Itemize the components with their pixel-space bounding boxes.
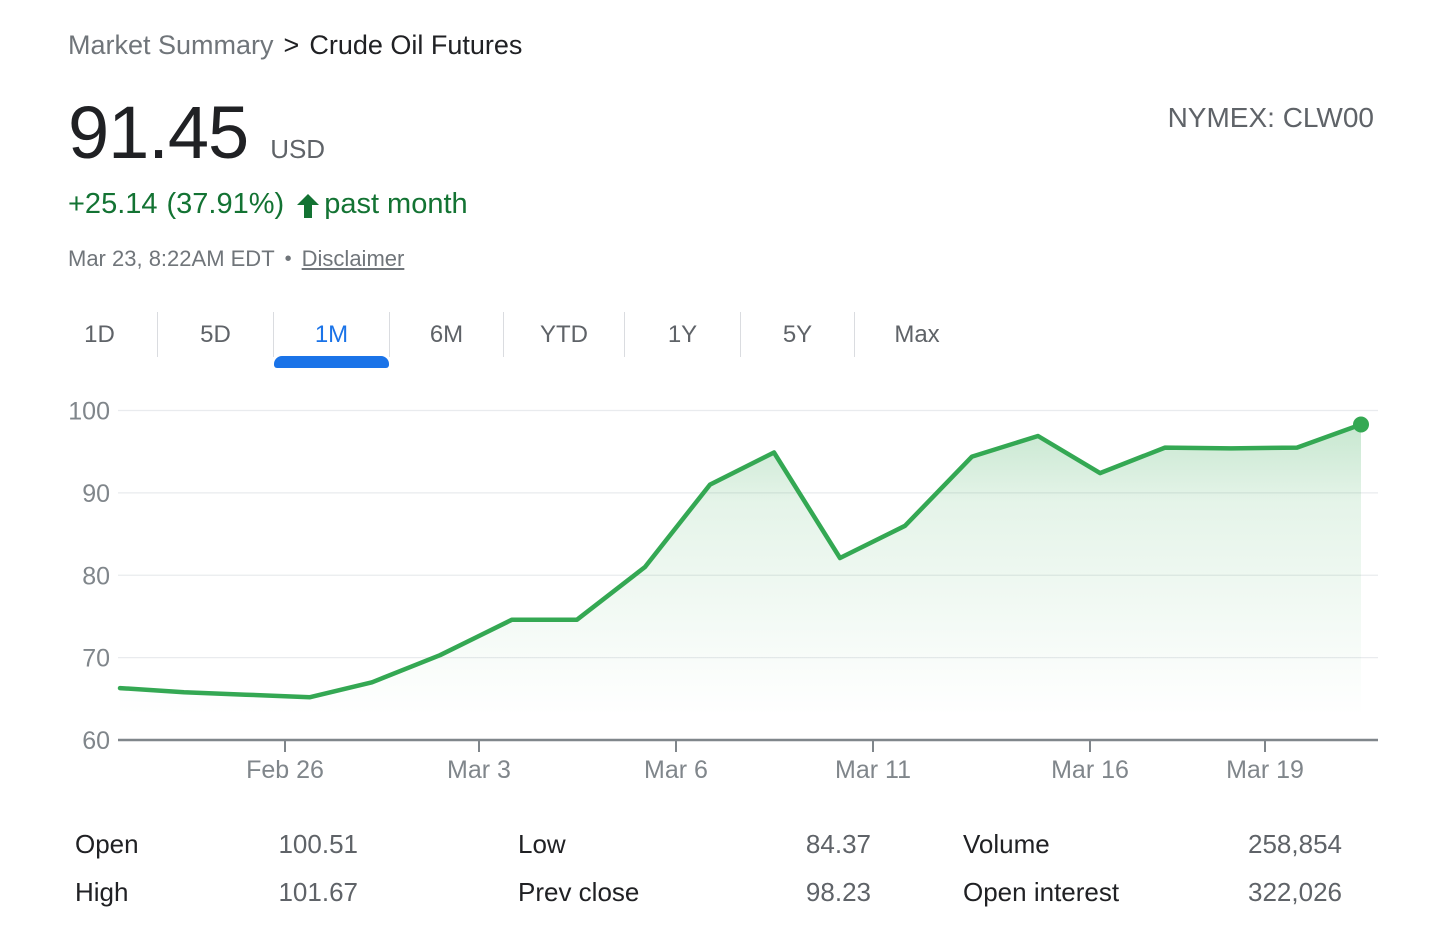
stat-label: Open: [75, 828, 139, 859]
stat-row-open: Open 100.51: [75, 820, 358, 868]
stat-row-high: High 101.67: [75, 868, 358, 916]
stat-value: 258,854: [1248, 828, 1342, 859]
change-percent: (37.91%): [166, 188, 285, 220]
y-tick-label: 60: [82, 727, 110, 755]
tab-1y[interactable]: 1Y: [625, 310, 740, 368]
exchange-ticker: NYMEX: CLW00: [1167, 102, 1374, 133]
change-amount: +25.14: [68, 188, 158, 220]
tab-max[interactable]: Max: [855, 310, 979, 368]
tab-divider: [854, 312, 855, 357]
x-tick-label: Feb 26: [246, 756, 324, 784]
stat-value: 84.37: [805, 828, 871, 859]
tab-1d[interactable]: 1D: [42, 310, 157, 368]
breadcrumb-separator: >: [283, 30, 300, 60]
tab-label: 1M: [314, 321, 349, 348]
tab-divider: [624, 312, 625, 357]
tab-divider: [157, 312, 158, 357]
tab-5y[interactable]: 5Y: [741, 310, 854, 368]
disclaimer-link[interactable]: Disclaimer: [301, 246, 405, 271]
x-tick-label: Mar 19: [1226, 756, 1304, 784]
stats-column: Low 84.37 Prev close 98.23: [518, 820, 871, 916]
x-tick-label: Mar 11: [835, 756, 911, 784]
stat-row-low: Low 84.37: [518, 820, 871, 868]
breadcrumb-market-summary[interactable]: Market Summary: [68, 30, 274, 60]
x-tick-label: Mar 3: [447, 756, 511, 784]
stat-label: Open interest: [963, 876, 1120, 907]
tab-label: Max: [894, 321, 940, 348]
tab-divider: [740, 312, 741, 357]
tab-label: 5Y: [782, 321, 813, 348]
quote-timestamp: Mar 23, 8:22AM EDT: [68, 246, 275, 271]
tab-divider: [389, 312, 390, 357]
stat-row-prev-close: Prev close 98.23: [518, 868, 871, 916]
tab-divider: [273, 312, 274, 357]
y-tick-label: 70: [82, 645, 110, 673]
change-period: past month: [324, 188, 468, 220]
tab-5d[interactable]: 5D: [158, 310, 273, 368]
tab-ytd[interactable]: YTD: [504, 310, 624, 368]
range-tabs: 1D 5D 1M 6M YTD 1Y 5Y Max: [42, 310, 979, 368]
stats-table: Open 100.51 High 101.67 Low 84.37 Prev close 98…: [0, 820, 1450, 930]
stat-label: Low: [518, 828, 566, 859]
tab-1m[interactable]: 1M: [274, 310, 389, 368]
tab-6m[interactable]: 6M: [390, 310, 503, 368]
stat-label: Prev close: [518, 876, 640, 907]
tab-label: YTD: [540, 321, 588, 348]
tab-label: 1D: [84, 321, 115, 348]
y-tick-label: 90: [82, 480, 110, 508]
stat-row-open-interest: Open interest 322,026: [963, 868, 1342, 916]
quote-meta: Mar 23, 8:22AM EDT • Disclaimer: [68, 246, 404, 272]
price-line: [117, 422, 1364, 700]
latest-price-dot: [1353, 416, 1369, 433]
x-tick-label: Mar 16: [1051, 756, 1129, 784]
breadcrumb: Market Summary > Crude Oil Futures: [68, 30, 522, 61]
tab-divider: [503, 312, 504, 357]
stats-column: Volume 258,854 Open interest 322,026: [963, 820, 1342, 916]
stat-value: 98.23: [805, 876, 871, 907]
stat-label: High: [75, 876, 129, 907]
price-chart[interactable]: 100 90 80 70 60 Feb 26 Mar 3 Mar 6 Mar 11 Mar 16 M…: [0, 390, 1450, 790]
stat-row-volume: Volume 258,854: [963, 820, 1342, 868]
stat-value: 322,026: [1248, 876, 1342, 907]
stat-value: 100.51: [278, 828, 358, 859]
price-block: 91.45 USD: [68, 96, 325, 170]
stat-value: 101.67: [278, 876, 358, 907]
bullet-separator: •: [284, 247, 292, 270]
price-area-fill: [120, 424, 1361, 740]
y-tick-label: 100: [68, 398, 110, 426]
tab-label: 1Y: [667, 321, 698, 348]
tab-label: 6M: [429, 321, 464, 348]
stat-label: Volume: [963, 828, 1050, 859]
tab-label: 5D: [200, 321, 231, 348]
stats-column: Open 100.51 High 101.67: [75, 820, 358, 916]
breadcrumb-title: Crude Oil Futures: [309, 30, 523, 60]
currency-label: USD: [270, 134, 326, 164]
current-price: 91.45: [68, 91, 249, 174]
x-tick-label: Mar 6: [644, 756, 708, 784]
y-tick-label: 80: [82, 562, 110, 590]
active-tab-underline: [274, 356, 389, 368]
up-arrow-icon: [297, 193, 320, 218]
price-change: +25.14 (37.91%) past month: [68, 188, 468, 221]
